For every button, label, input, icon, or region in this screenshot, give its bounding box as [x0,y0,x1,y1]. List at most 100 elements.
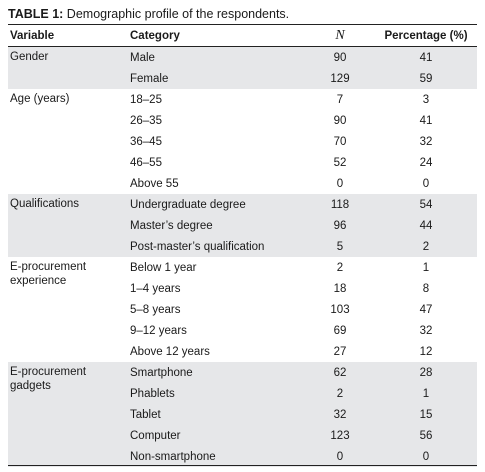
n-cell: 27 [333,345,347,358]
table-row: Computer 123 56 [8,425,477,446]
variable-cell: Age (years) [10,93,70,105]
category-cell: Above 55 [130,177,179,190]
table-group: Qualifications Undergraduate degree 118 54 M… [8,194,477,257]
category-cell: Post-master’s qualification [130,240,265,253]
header-rule [8,46,477,47]
n-cell: 123 [330,429,350,442]
table-row: Non-smartphone 0 0 [8,446,477,467]
n-cell: 103 [330,303,350,316]
header-variable: Variable [10,29,55,42]
percentage-cell: 47 [419,303,433,316]
caption-label: TABLE 1: [8,7,64,21]
table-row: 26–35 90 41 [8,110,477,131]
n-cell: 62 [333,366,347,379]
table-row: Tablet 32 15 [8,404,477,425]
n-cell: 2 [336,261,344,274]
percentage-cell: 32 [419,135,433,148]
n-cell: 118 [330,198,350,211]
category-cell: 9–12 years [130,324,187,337]
percentage-cell: 24 [419,156,433,169]
percentage-cell: 3 [422,93,430,106]
top-rule [8,24,477,25]
n-cell: 0 [336,177,344,190]
percentage-cell: 8 [422,282,430,295]
table-row: Phablets 2 1 [8,383,477,404]
n-cell: 129 [330,72,350,85]
table-row: Post-master’s qualification 5 2 [8,236,477,257]
header-percentage: Percentage (%) [384,29,468,42]
category-cell: Master’s degree [130,219,213,232]
category-cell: 1–4 years [130,282,181,295]
category-cell: 46–55 [130,156,162,169]
variable-cell: E-procurement gadgets [10,366,87,392]
n-cell: 5 [336,240,344,253]
n-cell: 96 [333,219,347,232]
category-cell: Undergraduate degree [130,198,246,211]
category-cell: Phablets [130,387,175,400]
table-group: Gender Male 90 41 Female 129 59 [8,47,477,89]
table-row: Above 55 0 0 [8,173,477,194]
percentage-cell: 44 [419,219,433,232]
percentage-cell: 41 [419,51,433,64]
table-row: Female 129 59 [8,68,477,89]
n-cell: 90 [333,51,347,64]
table-row: 9–12 years 69 32 [8,320,477,341]
n-cell: 18 [333,282,347,295]
percentage-cell: 59 [419,72,433,85]
percentage-cell: 32 [419,324,433,337]
n-cell: 0 [336,450,344,463]
percentage-cell: 12 [419,345,433,358]
table-caption: TABLE 1: Demographic profile of the resp… [8,5,289,23]
category-cell: 5–8 years [130,303,181,316]
category-cell: Male [130,51,155,64]
variable-cell: E-procurement experience [10,261,87,287]
category-cell: Smartphone [130,366,193,379]
percentage-cell: 2 [422,240,430,253]
table-row: Undergraduate degree 118 54 [8,194,477,215]
category-cell: 18–25 [130,93,162,106]
table-row: Above 12 years 27 12 [8,341,477,362]
category-cell: Above 12 years [130,345,210,358]
n-cell: 32 [333,408,347,421]
n-cell: 69 [333,324,347,337]
percentage-cell: 56 [419,429,433,442]
category-cell: Non-smartphone [130,450,216,463]
category-cell: Computer [130,429,181,442]
table-row: Male 90 41 [8,47,477,68]
percentage-cell: 15 [419,408,433,421]
caption-text: Demographic profile of the respondents. [63,7,290,21]
percentage-cell: 28 [419,366,433,379]
n-cell: 7 [336,93,344,106]
header-category: Category [130,29,180,42]
table-group: E-procurement gadgets Smartphone 62 28 Phabl… [8,362,477,467]
variable-cell: Gender [10,51,49,63]
table-header: Variable Category N Percentage (%) [8,25,477,46]
category-cell: Below 1 year [130,261,197,274]
n-cell: 2 [336,387,344,400]
category-cell: Tablet [130,408,161,421]
table-row: 1–4 years 18 8 [8,278,477,299]
category-cell: 26–35 [130,114,162,127]
table-row: 5–8 years 103 47 [8,299,477,320]
table-row: Master’s degree 96 44 [8,215,477,236]
variable-cell: Qualifications [10,198,80,210]
table-row: 18–25 7 3 [8,89,477,110]
table-row: Smartphone 62 28 [8,362,477,383]
percentage-cell: 1 [422,261,430,274]
table-row: Below 1 year 2 1 [8,257,477,278]
table-group: E-procurement experience Below 1 year 2 1 1–… [8,257,477,362]
table-group: Age (years) 18–25 7 3 26–35 90 41 36–45 70 32 46–5… [8,89,477,194]
bottom-rule [8,465,477,466]
table-row: 46–55 52 24 [8,152,477,173]
percentage-cell: 1 [422,387,430,400]
n-cell: 90 [333,114,347,127]
percentage-cell: 0 [422,450,430,463]
percentage-cell: 0 [422,177,430,190]
category-cell: Female [130,72,169,85]
percentage-cell: 54 [419,198,433,211]
header-n: N [335,27,345,43]
category-cell: 36–45 [130,135,162,148]
percentage-cell: 41 [419,114,433,127]
n-cell: 70 [333,135,347,148]
